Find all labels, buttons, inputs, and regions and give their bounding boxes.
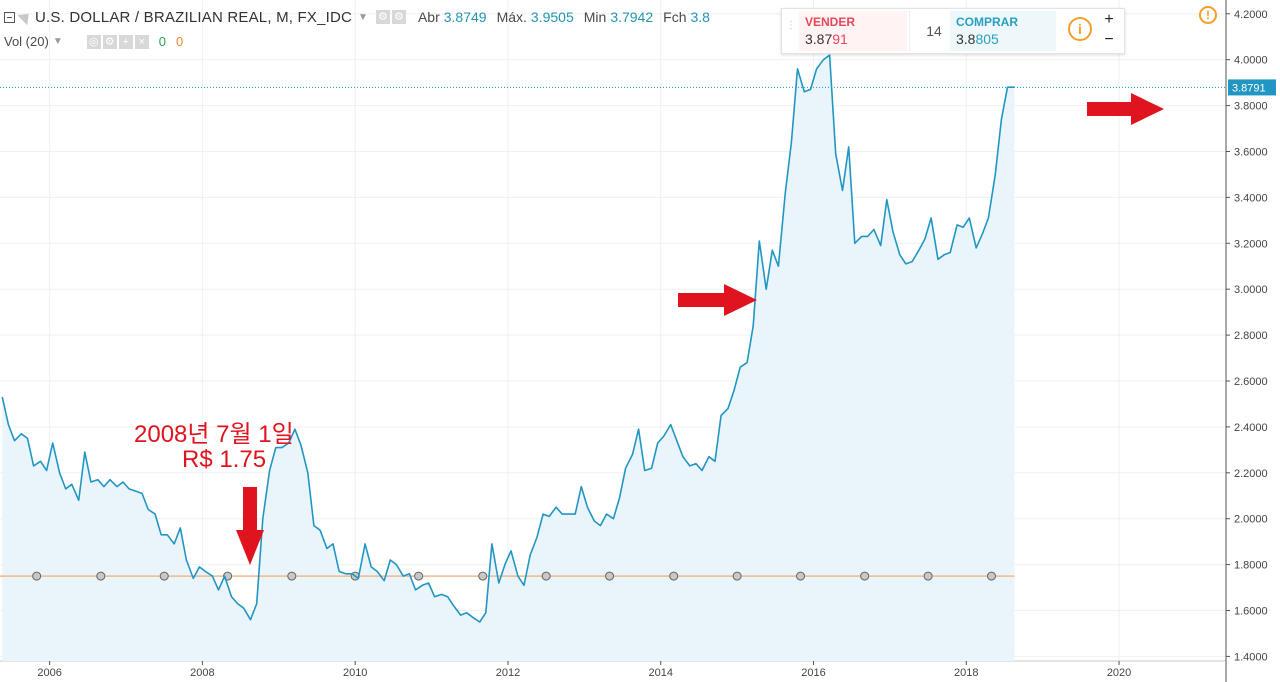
- y-tick-label: 2.8000: [1234, 330, 1268, 342]
- red-arrow-icon: [678, 284, 757, 316]
- zoom-in-button[interactable]: +: [1104, 11, 1114, 28]
- symbol-title[interactable]: U.S. DOLLAR / BRAZILIAN REAL, M, FX_IDC: [35, 8, 353, 26]
- time-axis[interactable]: 2006 2008 2010 2012 2014 2016 2018 2020: [37, 661, 1131, 679]
- y-tick-label: 3.4000: [1234, 192, 1268, 204]
- trade-panel: ⋮⋮ VENDER 3.8791 14 COMPRAR 3.8805 i + −: [781, 8, 1125, 54]
- reference-marker: [478, 571, 488, 581]
- x-tick-label: 2008: [190, 667, 214, 679]
- y-tick-label: 1.8000: [1234, 560, 1268, 572]
- ohlc-low: Min 3.7942: [583, 9, 654, 25]
- annotation-date: 2008년 7월 1일: [134, 421, 294, 448]
- y-tick-label: 2.0000: [1234, 514, 1268, 526]
- settings-icon[interactable]: ⚙: [375, 10, 390, 24]
- volume-ma-value: 0: [175, 34, 184, 49]
- volume-label[interactable]: Vol (20): [4, 34, 49, 49]
- alert-icon[interactable]: !: [1199, 6, 1217, 24]
- x-tick-label: 2018: [954, 667, 978, 679]
- last-price-value: 3.8791: [1232, 82, 1266, 94]
- reference-line-markers: [32, 571, 996, 581]
- x-tick-label: 2012: [496, 667, 520, 679]
- sell-label: VENDER: [805, 15, 856, 29]
- reference-marker: [860, 571, 870, 581]
- y-tick-label: 2.4000: [1234, 422, 1268, 434]
- x-tick-label: 2020: [1107, 667, 1131, 679]
- reference-marker: [159, 571, 169, 581]
- eye-icon[interactable]: ◎: [86, 34, 101, 49]
- y-tick-label: 3.6000: [1234, 146, 1268, 158]
- collapse-icon[interactable]: [4, 11, 15, 23]
- y-tick-label: 2.6000: [1234, 376, 1268, 388]
- red-arrow-icon: [1087, 93, 1164, 125]
- y-tick-label: 4.0000: [1234, 55, 1268, 67]
- price-area-fill: [2, 55, 1015, 662]
- y-tick-label: 4.2000: [1234, 9, 1268, 21]
- x-tick-label: 2014: [648, 667, 672, 679]
- volume-value: 0: [158, 34, 166, 49]
- ohlc-open: Abr 3.8749: [417, 9, 487, 25]
- buy-button[interactable]: COMPRAR 3.8805: [950, 11, 1056, 51]
- reference-marker: [796, 571, 806, 581]
- reference-marker: [32, 571, 42, 581]
- red-arrow-icon: [236, 487, 264, 565]
- ohlc-high: Máx. 3.9505: [496, 9, 574, 25]
- y-tick-label: 1.4000: [1234, 651, 1268, 663]
- reference-marker: [541, 571, 551, 581]
- reference-marker: [669, 571, 679, 581]
- y-tick-label: 3.8000: [1234, 101, 1268, 113]
- reference-marker: [986, 571, 996, 581]
- buy-price: 3.8805: [956, 31, 999, 47]
- drag-handle-icon[interactable]: ⋮⋮: [786, 20, 806, 31]
- flag-icon[interactable]: [17, 8, 34, 26]
- settings-icon[interactable]: ⚙: [391, 10, 406, 24]
- price-line: [1, 54, 1015, 623]
- close-icon[interactable]: ×: [134, 34, 149, 49]
- y-tick-label: 3.0000: [1234, 284, 1268, 296]
- plus-icon[interactable]: +: [118, 34, 133, 49]
- y-tick-label: 1.6000: [1234, 606, 1268, 618]
- chevron-down-icon[interactable]: ▼: [52, 36, 63, 47]
- reference-marker: [414, 571, 424, 581]
- chevron-down-icon[interactable]: ▼: [358, 11, 368, 23]
- x-tick-label: 2006: [37, 667, 61, 679]
- reference-marker: [923, 571, 933, 581]
- reference-marker: [732, 571, 742, 581]
- buy-label: COMPRAR: [956, 15, 1018, 29]
- zoom-out-button[interactable]: −: [1104, 31, 1114, 48]
- x-tick-label: 2010: [343, 667, 367, 679]
- price-axis[interactable]: 1.4000 1.6000 1.8000 2.0000 2.2000 2.4000 2.60…: [1226, 9, 1268, 664]
- reference-marker: [96, 571, 106, 581]
- reference-marker: [287, 571, 297, 581]
- annotation-price: R$ 1.75: [182, 446, 267, 473]
- info-icon[interactable]: i: [1068, 17, 1092, 41]
- sell-button[interactable]: VENDER 3.8791: [799, 11, 907, 51]
- ohlc-close: Fch 3.8: [663, 9, 710, 25]
- reference-marker: [605, 571, 615, 581]
- last-price-label: 3.8791: [1228, 79, 1276, 96]
- chart-header: U.S. DOLLAR / BRAZILIAN REAL, M, FX_IDC …: [0, 6, 710, 28]
- volume-indicator: Vol (20) ▼ ◎ ⚙ + × 0 0: [4, 34, 183, 49]
- sell-price: 3.8791: [805, 31, 848, 47]
- x-tick-label: 2016: [801, 667, 825, 679]
- y-tick-label: 2.2000: [1234, 468, 1268, 480]
- y-tick-label: 3.2000: [1234, 238, 1268, 250]
- settings-icon[interactable]: ⚙: [102, 34, 117, 49]
